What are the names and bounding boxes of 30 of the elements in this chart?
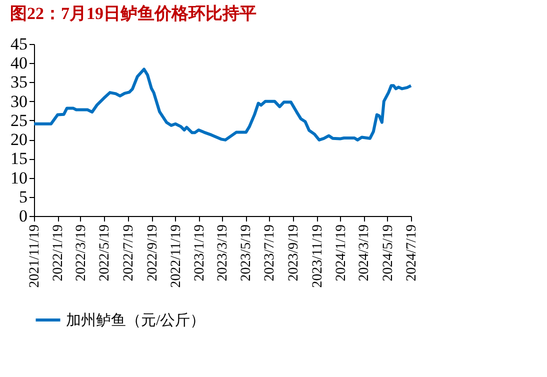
y-tick-label: 0	[19, 206, 28, 226]
x-tick-label: 2023/5/19	[239, 224, 254, 282]
x-tick-label: 2022/3/19	[74, 224, 89, 282]
line-series	[32, 68, 412, 142]
y-tick-label: 25	[10, 110, 28, 130]
x-tick-label: 2023/9/19	[286, 224, 302, 282]
x-tick-label: 2023/3/19	[215, 224, 230, 282]
y-tick-label: 10	[10, 168, 28, 188]
y-tick-label: 15	[10, 149, 28, 168]
chart-title: 图22：7月19日鲈鱼价格环比持平	[10, 4, 256, 23]
y-tick-label: 20	[10, 130, 28, 150]
legend-label: 加州鲈鱼（元/公斤）	[66, 312, 206, 329]
x-tick-label: 2022/11/19	[168, 224, 184, 288]
x-tick-label: 2022/7/19	[121, 224, 136, 282]
y-tick-label: 35	[10, 72, 28, 92]
y-tick-label: 45	[10, 34, 28, 54]
x-tick-label: 2023/1/19	[192, 224, 208, 282]
y-tick-label: 40	[10, 54, 28, 73]
x-tick-label: 2021/11/19	[28, 224, 42, 288]
x-tick-label: 2023/7/19	[262, 224, 278, 282]
x-tick-label: 2022/5/19	[98, 224, 113, 282]
y-tick-label: 30	[10, 92, 28, 111]
y-tick-label: 5	[19, 187, 28, 206]
x-tick-label: 2024/1/19	[334, 224, 349, 282]
x-tick-label: 2023/11/19	[310, 224, 326, 288]
x-tick-label: 2022/1/19	[51, 224, 66, 282]
x-tick-label: 2022/9/19	[145, 224, 160, 282]
x-tick-label: 2024/3/19	[357, 224, 372, 282]
x-tick-label: 2024/7/19	[404, 224, 420, 282]
x-tick-label: 2024/5/19	[380, 224, 396, 282]
